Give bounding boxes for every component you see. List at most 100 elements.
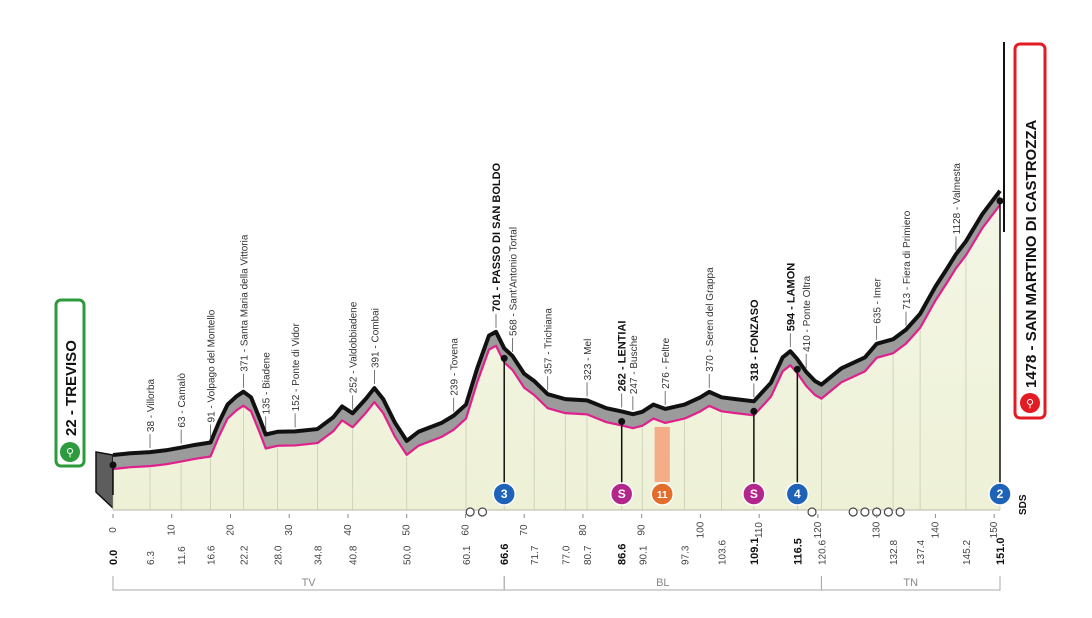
distance-label: 71.7 (530, 545, 541, 565)
location-labels: 38 - Villorba 63 - Camalò 91 - Volpago del… (146, 162, 963, 449)
km-tick-label: 100 (695, 521, 706, 538)
profile-body (113, 204, 1000, 510)
distance-label: 66.6 (499, 544, 511, 565)
feed-marker (650, 482, 674, 506)
location-label: 594 - LAMON (785, 263, 797, 332)
location-label: 370 - Seren del Grappa (705, 267, 716, 372)
kom-marker-label: 3 (501, 487, 508, 501)
distance-label: 22.2 (239, 545, 250, 565)
region-label: TN (903, 577, 918, 589)
km-tick-label: 20 (225, 524, 236, 536)
profile-fill (95, 190, 1000, 510)
km-tick-label: 10 (167, 524, 178, 536)
region-label: BL (656, 577, 669, 589)
location-label: 63 - Camalò (177, 373, 188, 428)
distance-label: 145.2 (962, 540, 973, 565)
kom-marker (988, 482, 1012, 506)
km-tick-label: 40 (343, 524, 354, 536)
region-label: TV (302, 577, 317, 589)
kom-marker-label: 4 (794, 487, 801, 501)
location-label: 318 - FONZASO (749, 299, 761, 381)
sds-logo: SDS (1018, 494, 1029, 515)
location-label: 152 - Ponte di Vidor (291, 323, 302, 412)
kom-marker (492, 482, 516, 506)
sprint-marker (742, 482, 766, 506)
key-point (500, 354, 508, 362)
location-label: 91 - Volpago del Montello (207, 309, 218, 422)
road-detail-icon (895, 507, 905, 517)
key-point (996, 197, 1004, 205)
km-tick-label: 50 (402, 524, 413, 536)
sprint-marker-label: S (618, 487, 626, 501)
location-label: 713 - Fiera di Primiero (902, 210, 913, 309)
km-tick-label: 120 (813, 521, 824, 538)
start-label: 22 - TREVISO (63, 340, 80, 436)
distance-label: 40.8 (349, 545, 360, 565)
distance-label: 90.1 (638, 545, 649, 565)
distance-label: 97.3 (681, 545, 692, 565)
distance-label: 34.8 (313, 545, 324, 565)
location-label: 371 - Santa Maria della Vittoria (239, 234, 250, 372)
km-tick-label: 60 (460, 524, 471, 536)
distance-label: 132.8 (889, 540, 900, 565)
location-label: 391 - Combai (370, 308, 381, 368)
location-label: 568 - Sant'Antonio Tortal (508, 227, 519, 336)
location-label: 276 - Feltre (661, 337, 672, 389)
km-tick-label: 30 (284, 524, 295, 536)
finish-badge-frame (1013, 42, 1047, 420)
location-label: 701 - PASSO DI SAN BOLDO (491, 162, 503, 311)
distance-label: 120.6 (817, 540, 828, 565)
distance-labels: 0.0 6.3 11.6 16.6 22.2 28.0 34.8 40.8 50.0 60.1 66… (108, 537, 1007, 565)
km-tick-label: 70 (519, 524, 530, 536)
distance-label: 86.6 (617, 544, 629, 565)
km-tick-label: 140 (930, 521, 941, 538)
location-label: 38 - Villorba (146, 378, 157, 432)
race-markers: 3 S 11 S 4 2 (465, 482, 1012, 517)
location-label: 252 - Valdobbiadene (349, 301, 360, 393)
profile-top-line (112, 189, 1002, 457)
distance-label: 80.7 (583, 545, 594, 565)
km-tick-label: 0 (108, 527, 119, 533)
location-label: 1128 - Valmesta (952, 163, 963, 235)
km-tick-label: 90 (637, 524, 648, 536)
distance-label: 11.6 (177, 546, 188, 565)
distance-label: 50.0 (403, 545, 414, 565)
profile-side-wall (95, 451, 114, 510)
distance-label: 60.1 (462, 545, 473, 565)
road-detail-icon (848, 507, 858, 517)
location-label: 262 - LENTIAI (617, 321, 629, 392)
feed-zone-bar (654, 426, 670, 482)
distance-label: 151.0 (995, 537, 1007, 565)
distance-label: 28.0 (273, 545, 284, 565)
start-cyclist-glyph: ⚲ (66, 446, 74, 459)
start-badge-frame (54, 298, 86, 468)
key-point (618, 417, 626, 425)
location-label: 239 - Tovena (450, 338, 461, 396)
feed-marker-label: 11 (657, 490, 668, 501)
km-tick-label: 150 (989, 521, 1000, 538)
road-detail-icon (883, 507, 893, 517)
start-cyclist-icon (60, 442, 80, 462)
feed-zone (654, 426, 670, 482)
key-point (793, 365, 801, 373)
distance-label: 137.4 (916, 540, 927, 565)
kom-marker-label: 2 (997, 487, 1004, 501)
kom-marker (785, 482, 810, 506)
km-tick-label: 110 (754, 522, 765, 538)
finish-cyclist-icon (1020, 393, 1040, 413)
location-label: 247 - Busche (629, 335, 640, 394)
finish-badge: ⚲ 1478 - SAN MARTINO DI CASTROZZA (1003, 42, 1047, 420)
distance-label: 0.0 (108, 550, 120, 565)
region-brackets: TV BL TN (112, 576, 1001, 591)
road-detail-icon (477, 507, 488, 517)
sprint-marker (609, 482, 634, 506)
sprint-marker-label: S (750, 487, 758, 501)
km-axis: 0 10 20 30 40 50 60 70 80 90 100 110 120 130 140 150 (108, 514, 1000, 538)
location-label: 357 - Trichiana (544, 308, 555, 375)
key-point (750, 407, 758, 415)
finish-cyclist-glyph: ⚲ (1026, 397, 1034, 410)
km-tick-label: 130 (872, 521, 883, 538)
distance-label: 77.0 (561, 545, 572, 565)
location-label: 323 - Mel (583, 339, 594, 381)
